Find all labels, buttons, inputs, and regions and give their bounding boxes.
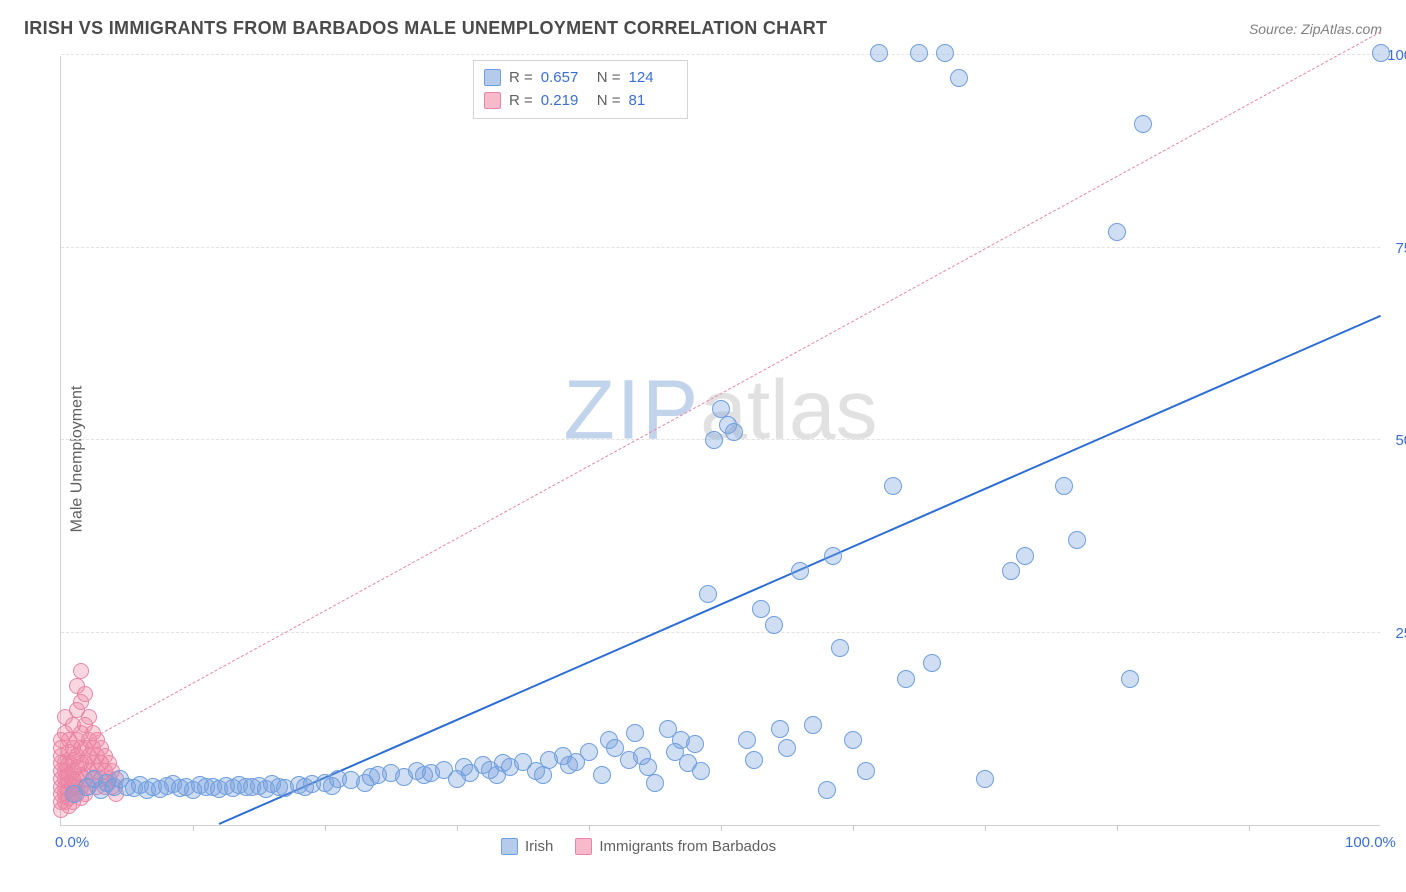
scatter-point-irish (593, 766, 611, 784)
ytick-label: 50.0% (1386, 432, 1406, 449)
scatter-point-irish (534, 766, 552, 784)
scatter-point-irish (1134, 115, 1152, 133)
scatter-point-irish (686, 735, 704, 753)
scatter-point-irish (745, 751, 763, 769)
scatter-point-irish (844, 731, 862, 749)
scatter-point-irish (950, 69, 968, 87)
chart-container: Male Unemployment ZIPatlas R = 0.657 N =… (14, 50, 1394, 880)
legend-item-barbados: Immigrants from Barbados (575, 838, 776, 855)
gridline (61, 632, 1380, 633)
scatter-point-irish (626, 724, 644, 742)
scatter-point-irish (831, 639, 849, 657)
stats-legend: R = 0.657 N = 124 R = 0.219 N = 81 (473, 60, 688, 119)
stats-row-barbados: R = 0.219 N = 81 (484, 89, 677, 112)
xtick (985, 825, 986, 831)
xtick (853, 825, 854, 831)
scatter-point-irish (824, 547, 842, 565)
scatter-point-irish (1016, 547, 1034, 565)
xtick-label: 0.0% (55, 834, 89, 851)
scatter-point-irish (1121, 670, 1139, 688)
xtick (193, 825, 194, 831)
xtick (457, 825, 458, 831)
series-legend: Irish Immigrants from Barbados (501, 838, 776, 855)
scatter-point-irish (976, 770, 994, 788)
gridline (61, 247, 1380, 248)
xtick (589, 825, 590, 831)
scatter-point-irish (1055, 477, 1073, 495)
scatter-point-irish (646, 774, 664, 792)
stats-row-irish: R = 0.657 N = 124 (484, 66, 677, 89)
scatter-point-irish (752, 600, 770, 618)
xtick (721, 825, 722, 831)
scatter-point-irish (1002, 562, 1020, 580)
scatter-point-irish (725, 423, 743, 441)
scatter-point-irish (884, 477, 902, 495)
legend-item-irish: Irish (501, 838, 553, 855)
swatch-blue (484, 69, 501, 86)
swatch-pink (484, 92, 501, 109)
scatter-point-irish (705, 431, 723, 449)
scatter-point-barbados (81, 709, 97, 725)
scatter-point-irish (910, 44, 928, 62)
scatter-point-irish (870, 44, 888, 62)
ytick-label: 75.0% (1386, 240, 1406, 257)
scatter-point-irish (692, 762, 710, 780)
chart-header: IRISH VS IMMIGRANTS FROM BARBADOS MALE U… (0, 0, 1406, 47)
scatter-point-barbados (73, 663, 89, 679)
scatter-point-irish (897, 670, 915, 688)
source-credit: Source: ZipAtlas.com (1249, 21, 1382, 37)
scatter-point-irish (923, 654, 941, 672)
scatter-point-irish (771, 720, 789, 738)
plot-area: ZIPatlas R = 0.657 N = 124 R = 0.219 N =… (60, 56, 1380, 826)
swatch-pink (575, 838, 592, 855)
scatter-point-irish (765, 616, 783, 634)
ytick-label: 25.0% (1386, 625, 1406, 642)
scatter-point-irish (699, 585, 717, 603)
xtick (1249, 825, 1250, 831)
trendline-barbados (61, 31, 1381, 756)
xtick (325, 825, 326, 831)
scatter-point-irish (857, 762, 875, 780)
scatter-point-irish (778, 739, 796, 757)
xtick (1117, 825, 1118, 831)
scatter-point-irish (1372, 44, 1390, 62)
scatter-point-irish (1108, 223, 1126, 241)
scatter-point-irish (738, 731, 756, 749)
scatter-point-irish (1068, 531, 1086, 549)
scatter-point-irish (791, 562, 809, 580)
scatter-point-irish (936, 44, 954, 62)
xtick-label: 100.0% (1345, 834, 1396, 851)
scatter-point-barbados (77, 686, 93, 702)
swatch-blue (501, 838, 518, 855)
scatter-point-irish (804, 716, 822, 734)
gridline (61, 54, 1380, 55)
scatter-point-irish (818, 781, 836, 799)
chart-title: IRISH VS IMMIGRANTS FROM BARBADOS MALE U… (24, 18, 827, 39)
scatter-point-irish (580, 743, 598, 761)
